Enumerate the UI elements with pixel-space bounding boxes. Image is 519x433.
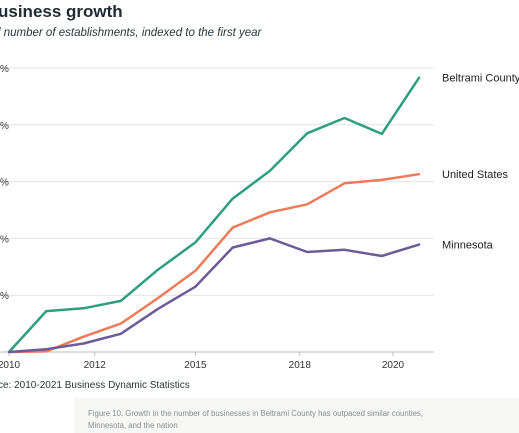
series-line [7,76,421,354]
series-label: Beltrami County, [442,73,519,85]
chart-subtitle: l number of establishments, indexed to t… [0,27,262,39]
x-tick-labels: 2010 2012 2015 2018 2020 [0,360,405,371]
y-tick-label: % [0,291,9,302]
caption-box [74,398,519,433]
y-tick-label: % [0,178,9,189]
x-tick-label: 2020 [382,360,405,371]
series-label: United States [442,169,509,181]
chart-title: usiness growth [0,2,123,21]
source-note: ce: 2010-2021 Business Dynamic Statistic… [0,380,190,391]
series-lines [7,76,421,354]
y-tick-label: % [0,121,9,132]
y-tick-label: % [0,64,9,75]
series-label: Minnesota [442,240,494,252]
series-line [7,172,421,354]
x-tick-label: 2018 [289,360,312,371]
gridlines [0,67,434,356]
y-tick-labels: %%%%% [0,64,9,302]
line-chart: %%%%% 2010 2012 2015 2018 2020 Beltrami Coun… [0,64,519,371]
x-tick-label: 2010 [0,360,21,371]
figure-caption: Figure 10. Growth in the number of busin… [88,409,423,430]
x-tick-label: 2015 [184,360,207,371]
series-line [7,237,421,354]
x-tick-label: 2012 [84,360,107,371]
y-tick-label: % [0,234,9,245]
series-labels: Beltrami County, United States Minnesota [442,73,519,252]
